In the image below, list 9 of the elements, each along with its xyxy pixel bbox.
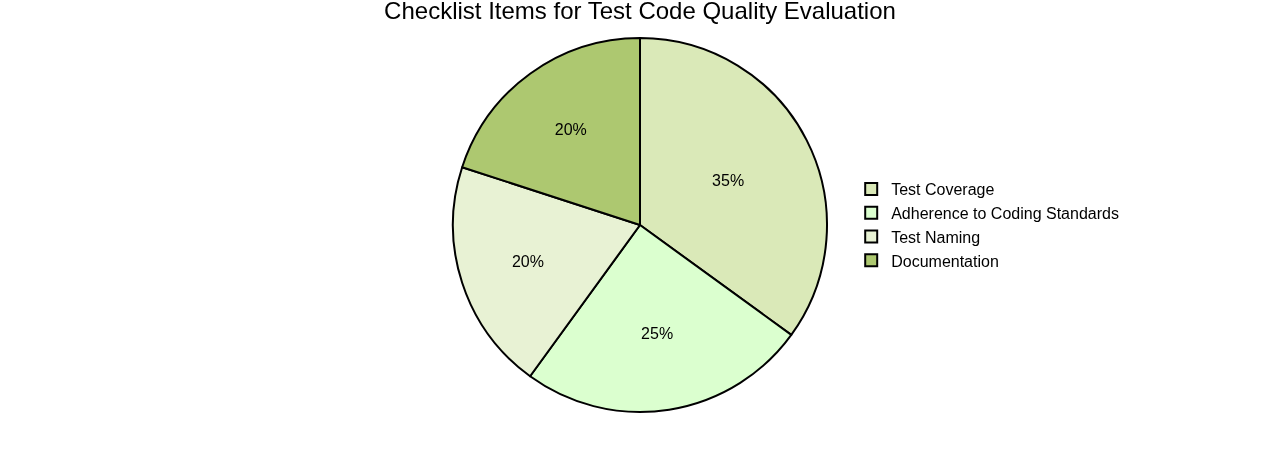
legend-label: Test Coverage — [891, 181, 995, 199]
data-label: 20% — [554, 121, 587, 139]
data-label: 25% — [641, 324, 674, 342]
chart-title: Checklist Items for Test Code Quality Evaluation — [384, 0, 896, 25]
legend-label: Documentation — [891, 252, 999, 270]
data-label: 35% — [712, 171, 745, 189]
legend-label: Adherence to Coding Standards — [891, 204, 1119, 222]
data-label: 20% — [511, 252, 545, 270]
legend-label: Test Naming — [891, 228, 981, 246]
